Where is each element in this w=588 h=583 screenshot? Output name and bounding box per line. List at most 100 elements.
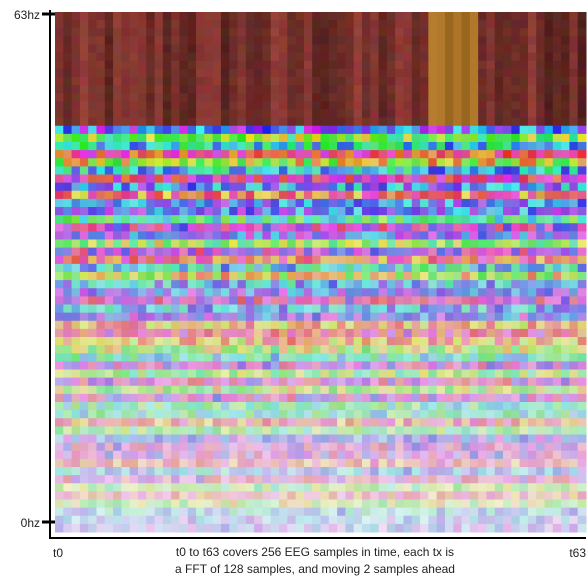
spectrogram-cell bbox=[328, 328, 338, 338]
spectrogram-cell bbox=[353, 345, 363, 354]
spectrogram-cell bbox=[137, 36, 147, 46]
spectrogram-cell bbox=[453, 207, 463, 216]
spectrogram-cell bbox=[469, 385, 479, 395]
spectrogram-cell bbox=[411, 345, 421, 354]
spectrogram-cell bbox=[146, 515, 156, 525]
spectrogram-cell bbox=[378, 117, 388, 127]
spectrogram-cell bbox=[254, 85, 263, 94]
spectrogram-cell bbox=[461, 101, 471, 111]
spectrogram-cell bbox=[478, 239, 487, 249]
spectrogram-cell bbox=[63, 442, 73, 452]
spectrogram-cell bbox=[469, 239, 479, 249]
spectrogram-cell bbox=[237, 304, 247, 314]
spectrogram-cell bbox=[320, 142, 330, 151]
spectrogram-cell bbox=[511, 458, 521, 468]
spectrogram-cell bbox=[254, 166, 263, 176]
spectrogram-cell bbox=[420, 247, 429, 257]
spectrogram-cell bbox=[403, 12, 413, 21]
spectrogram-cell bbox=[577, 239, 587, 249]
spectrogram-cell bbox=[204, 491, 214, 501]
spectrogram-cell bbox=[88, 410, 97, 419]
spectrogram-cell bbox=[171, 442, 180, 452]
spectrogram-cell bbox=[212, 304, 222, 314]
spectrogram-cell bbox=[204, 198, 214, 208]
spectrogram-cell bbox=[303, 385, 313, 395]
spectrogram-cell bbox=[287, 247, 297, 257]
spectrogram-cell bbox=[403, 36, 413, 46]
spectrogram-cell bbox=[519, 467, 529, 476]
spectrogram-cell bbox=[295, 166, 305, 176]
spectrogram-cell bbox=[395, 125, 404, 135]
spectrogram-cell bbox=[503, 133, 512, 143]
spectrogram-cell bbox=[212, 458, 222, 468]
spectrogram-cell bbox=[154, 312, 164, 322]
spectrogram-cell bbox=[137, 304, 147, 314]
spectrogram-cell bbox=[403, 158, 413, 167]
spectrogram-cell bbox=[154, 361, 164, 371]
spectrogram-cell bbox=[511, 475, 521, 484]
spectrogram-cell bbox=[279, 174, 288, 184]
spectrogram-cell bbox=[171, 328, 180, 338]
spectrogram-cell bbox=[544, 174, 554, 184]
spectrogram-cell bbox=[254, 150, 263, 159]
spectrogram-cell bbox=[469, 345, 479, 354]
spectrogram-cell bbox=[245, 475, 255, 484]
spectrogram-cell bbox=[461, 467, 471, 476]
spectrogram-cell bbox=[287, 507, 297, 517]
spectrogram-cell bbox=[104, 450, 114, 460]
spectrogram-cell bbox=[113, 215, 122, 224]
spectrogram-cell bbox=[287, 101, 297, 111]
spectrogram-cell bbox=[55, 345, 64, 354]
spectrogram-cell bbox=[245, 60, 255, 70]
spectrogram-cell bbox=[395, 418, 404, 427]
spectrogram-cell bbox=[96, 239, 106, 249]
spectrogram-cell bbox=[428, 402, 438, 411]
spectrogram-cell bbox=[494, 280, 504, 289]
spectrogram-cell bbox=[295, 402, 305, 411]
spectrogram-cell bbox=[104, 507, 114, 517]
spectrogram-cell bbox=[154, 77, 164, 86]
spectrogram-cell bbox=[270, 44, 280, 54]
spectrogram-cell bbox=[79, 174, 89, 184]
spectrogram-cell bbox=[453, 499, 463, 509]
spectrogram-cell bbox=[527, 142, 537, 151]
spectrogram-cell bbox=[503, 483, 512, 492]
spectrogram-cell bbox=[552, 20, 562, 29]
spectrogram-cell bbox=[552, 304, 562, 314]
spectrogram-cell bbox=[353, 296, 363, 306]
spectrogram-cell bbox=[361, 515, 371, 525]
spectrogram-cell bbox=[162, 426, 172, 436]
spectrogram-cell bbox=[453, 434, 463, 444]
spectrogram-cell bbox=[552, 133, 562, 143]
spectrogram-cell bbox=[420, 312, 429, 322]
spectrogram-cell bbox=[187, 475, 197, 484]
spectrogram-cell bbox=[386, 142, 396, 151]
spectrogram-cell bbox=[569, 158, 579, 167]
spectrogram-cell bbox=[320, 174, 330, 184]
spectrogram-cell bbox=[345, 353, 355, 362]
spectrogram-cell bbox=[395, 320, 404, 330]
spectrogram-cell bbox=[79, 182, 89, 192]
spectrogram-cell bbox=[486, 450, 496, 460]
spectrogram-cell bbox=[494, 426, 504, 436]
spectrogram-cell bbox=[428, 150, 438, 159]
spectrogram-cell bbox=[494, 60, 504, 70]
spectrogram-cell bbox=[71, 239, 81, 249]
spectrogram-cell bbox=[171, 385, 180, 395]
spectrogram-cell bbox=[212, 190, 222, 200]
spectrogram-cell bbox=[461, 393, 471, 403]
spectrogram-cell bbox=[328, 36, 338, 46]
spectrogram-cell bbox=[503, 207, 512, 216]
spectrogram-cell bbox=[71, 475, 81, 484]
spectrogram-cell bbox=[536, 272, 546, 281]
spectrogram-cell bbox=[577, 426, 587, 436]
spectrogram-cell bbox=[486, 85, 496, 94]
spectrogram-cell bbox=[527, 450, 537, 460]
spectrogram-cell bbox=[420, 418, 429, 427]
spectrogram-cell bbox=[328, 337, 338, 346]
spectrogram-cell bbox=[237, 68, 247, 78]
spectrogram-cell bbox=[220, 312, 230, 322]
spectrogram-cell bbox=[511, 198, 521, 208]
spectrogram-cell bbox=[237, 491, 247, 501]
spectrogram-cell bbox=[279, 377, 288, 387]
